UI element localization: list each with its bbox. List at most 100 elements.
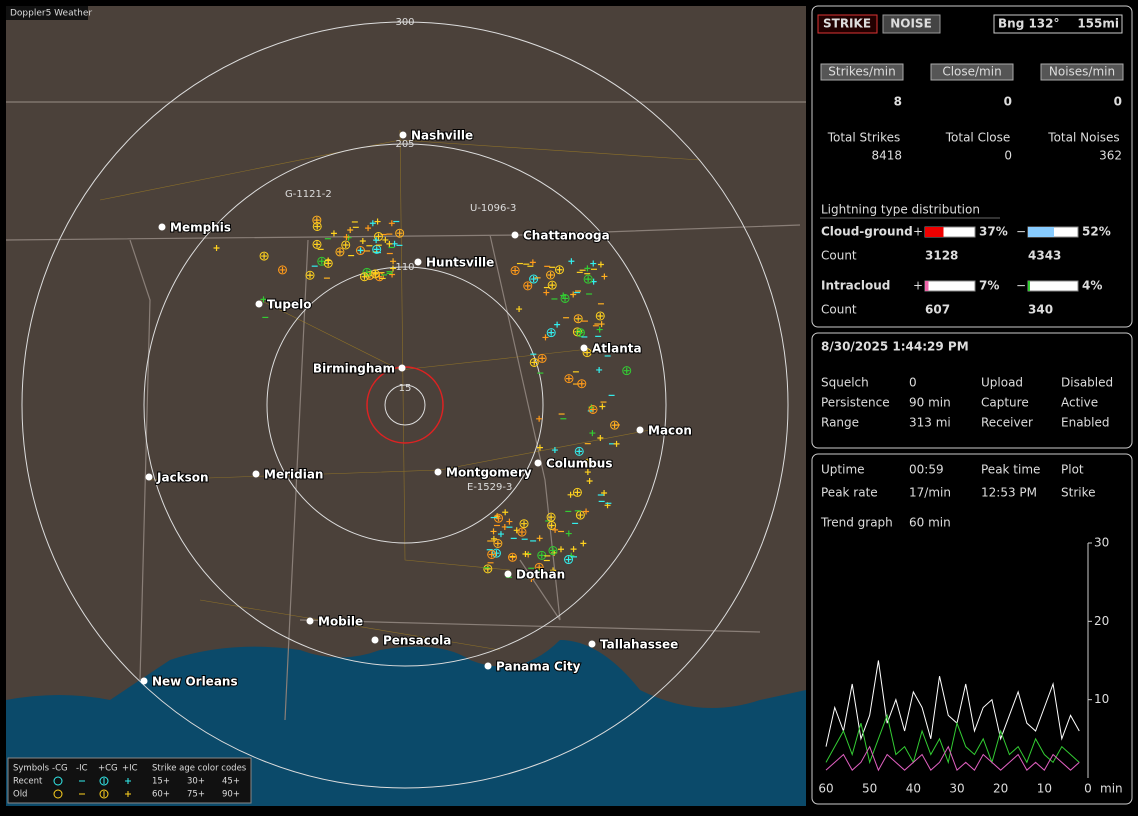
panel-text: 90 min bbox=[909, 396, 951, 410]
panel-text: 340 bbox=[1028, 303, 1053, 317]
panel-text: NOISE bbox=[890, 17, 932, 31]
strike-icon bbox=[584, 469, 591, 476]
panel-text: + bbox=[913, 225, 923, 239]
strike-icon bbox=[583, 508, 590, 515]
strike-icon bbox=[552, 526, 559, 533]
legend-text: 30+ bbox=[187, 777, 205, 787]
strike-icon bbox=[523, 281, 533, 291]
legend-icon bbox=[53, 789, 63, 799]
strike-icon bbox=[487, 549, 497, 559]
strike-icon bbox=[623, 367, 630, 374]
strike-icon bbox=[494, 513, 504, 523]
strike-icon bbox=[278, 265, 288, 275]
panel-text: 155mi bbox=[1077, 17, 1119, 31]
strike-icon bbox=[506, 518, 513, 525]
strike-icon bbox=[542, 334, 549, 341]
strike-icon bbox=[396, 230, 403, 237]
legend-text: -IC bbox=[76, 764, 88, 774]
panel-text: Lightning type distribution bbox=[821, 203, 980, 217]
legend-text: 60+ bbox=[152, 790, 170, 800]
city-label: Montgomery bbox=[446, 466, 532, 480]
strike-icon bbox=[484, 565, 491, 572]
strike-icon bbox=[528, 575, 535, 582]
strike-button[interactable] bbox=[817, 14, 878, 34]
x-tick-label: 0 bbox=[1084, 782, 1092, 796]
legend-icon bbox=[99, 776, 109, 786]
strike-icon bbox=[307, 272, 314, 279]
strike-icon bbox=[347, 226, 354, 233]
strike-icon bbox=[343, 234, 350, 241]
strike-icon bbox=[551, 447, 558, 454]
panel-text: − bbox=[1016, 225, 1026, 239]
strike-icon bbox=[601, 273, 608, 280]
strike-icon bbox=[543, 289, 550, 296]
strike-icon bbox=[391, 240, 398, 247]
panel-text: 37% bbox=[979, 225, 1008, 239]
strike-icon bbox=[491, 548, 501, 558]
storm-label: G-1121-2 bbox=[285, 189, 332, 200]
strike-icon bbox=[573, 314, 583, 324]
city-label: Memphis bbox=[170, 221, 231, 235]
strike-icon bbox=[502, 509, 509, 516]
city-dot bbox=[399, 131, 407, 139]
strike-icon bbox=[494, 540, 501, 547]
strike-icon bbox=[570, 291, 577, 298]
noise-button[interactable] bbox=[882, 14, 941, 34]
strike-icon bbox=[516, 306, 523, 313]
y-tick-label: 10 bbox=[1094, 692, 1109, 706]
strike-icon bbox=[537, 353, 547, 363]
panel-text: Total Close bbox=[945, 131, 1011, 145]
strike-icon bbox=[567, 491, 574, 498]
legend-text: 45+ bbox=[222, 777, 240, 787]
strike-icon bbox=[570, 546, 577, 553]
strike-icon bbox=[564, 555, 574, 565]
strike-icon bbox=[509, 554, 516, 561]
storm-label: U-1096-3 bbox=[470, 203, 516, 214]
strike-icon bbox=[529, 259, 536, 266]
legend-icon bbox=[103, 778, 129, 784]
strike-icon bbox=[318, 258, 325, 265]
percent-bar bbox=[1028, 281, 1030, 291]
city-dot bbox=[588, 640, 596, 648]
rate-button[interactable] bbox=[1040, 63, 1124, 81]
strike-icon bbox=[575, 328, 585, 338]
strike-icon bbox=[313, 241, 320, 248]
strike-icon bbox=[529, 357, 539, 367]
panel-text: Total Strikes bbox=[827, 131, 901, 145]
rate-value: 0 bbox=[1114, 95, 1122, 109]
panel-text: Disabled bbox=[1061, 376, 1113, 390]
strike-icon bbox=[493, 550, 500, 557]
strike-icon bbox=[584, 349, 591, 356]
strike-icon bbox=[578, 380, 585, 387]
rate-value: 0 bbox=[1004, 95, 1012, 109]
strike-icon bbox=[508, 552, 518, 562]
storm-label: E-1529-3 bbox=[467, 482, 512, 493]
strike-icon bbox=[524, 282, 531, 289]
strike-icon bbox=[580, 540, 587, 547]
rate-button[interactable] bbox=[820, 63, 904, 81]
strike-icon bbox=[261, 253, 268, 260]
panel-text: Uptime bbox=[821, 463, 865, 477]
legend-text: +CG bbox=[98, 764, 118, 774]
strike-icon bbox=[495, 515, 502, 522]
strike-icon bbox=[493, 538, 503, 548]
strike-icon bbox=[597, 261, 604, 268]
range-label: 205 bbox=[395, 139, 414, 150]
strike-icon bbox=[361, 273, 368, 280]
strike-icon bbox=[548, 514, 555, 521]
strike-icon bbox=[564, 374, 574, 384]
panel-text: 4343 bbox=[1028, 249, 1061, 263]
strike-icon bbox=[314, 223, 321, 230]
strike-icon bbox=[547, 280, 557, 290]
city-label: Atlanta bbox=[592, 342, 642, 356]
city-label: Jackson bbox=[156, 471, 209, 485]
panel-text: 3128 bbox=[925, 249, 958, 263]
x-tick-label: 20 bbox=[993, 782, 1008, 796]
x-tick-label: 30 bbox=[949, 782, 964, 796]
panel-text: Count bbox=[821, 249, 857, 263]
strike-icon bbox=[622, 366, 632, 376]
strike-icon bbox=[522, 550, 529, 557]
rate-button[interactable] bbox=[930, 63, 1014, 81]
legend-text: 15+ bbox=[152, 777, 170, 787]
